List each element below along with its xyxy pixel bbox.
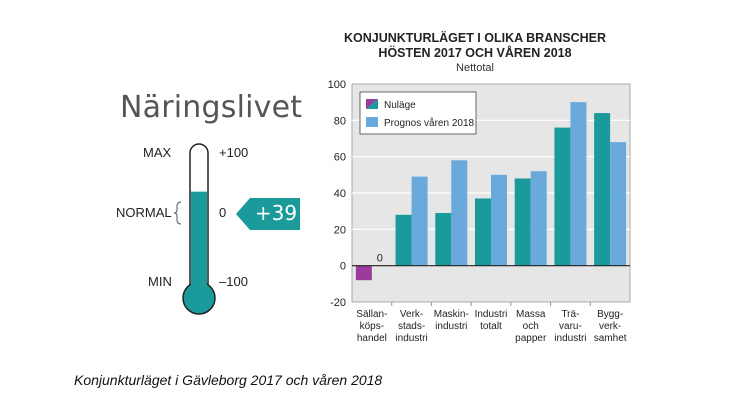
min-label: MIN xyxy=(148,274,172,289)
y-tick-label: 40 xyxy=(334,188,346,200)
max-label: MAX xyxy=(143,145,172,160)
legend-label-nulage: Nuläge xyxy=(384,100,416,111)
normal-label: NORMAL xyxy=(116,205,172,220)
category-label: stads- xyxy=(398,321,425,332)
bar-chart: 100 80 60 40 20 0 -20 0 Sällan-köps-handel Verk-s… xyxy=(328,79,631,344)
bar-prognos xyxy=(530,171,547,266)
thermometer-fill xyxy=(191,191,207,300)
thermometer-bulb xyxy=(182,281,216,315)
bar-prognos xyxy=(491,174,507,266)
current-value-badge: +39 xyxy=(236,198,300,230)
thermometer-graphic xyxy=(173,143,216,315)
bar-nulage xyxy=(594,113,611,266)
min-value: –100 xyxy=(219,274,248,289)
max-value: +100 xyxy=(219,145,249,160)
category-label: totalt xyxy=(480,321,502,332)
category-label: Verk- xyxy=(400,309,423,320)
bar-nulage xyxy=(435,212,452,266)
bar-prognos xyxy=(610,142,627,266)
figure-caption: Konjunkturläget i Gävleborg 2017 och vår… xyxy=(74,372,383,388)
bar-nulage xyxy=(514,178,531,266)
gauge-heading: Näringslivet xyxy=(120,90,303,125)
zero-data-label: 0 xyxy=(377,253,383,265)
category-label: verk- xyxy=(599,321,621,332)
gauge-panel: Näringslivet MAX NORMAL MIN +100 0 –100 … xyxy=(0,0,320,360)
y-tick-label: 80 xyxy=(334,115,346,127)
current-value: +39 xyxy=(254,201,298,225)
bar-nulage xyxy=(395,214,412,266)
category-label: samhet xyxy=(594,333,627,344)
y-tick-label: 20 xyxy=(334,224,346,236)
chart-subtitle: Nettotal xyxy=(456,62,494,74)
legend-label-prognos: Prognos våren 2018 xyxy=(384,117,475,129)
category-label: Trä- xyxy=(561,309,579,320)
category-label: Maskin- xyxy=(434,309,469,320)
bar-nulage xyxy=(475,198,491,266)
category-label: Industri xyxy=(475,309,508,320)
y-tick-label: 60 xyxy=(334,152,346,164)
legend-swatch-nulage xyxy=(366,99,378,109)
category-label: varu- xyxy=(559,321,582,332)
thermometer-tube xyxy=(189,143,209,297)
category-label: köps- xyxy=(360,321,384,332)
bar-prognos xyxy=(451,160,468,266)
legend-box xyxy=(359,91,477,135)
category-label: Bygg- xyxy=(597,309,623,320)
y-tick-label: 0 xyxy=(340,261,346,273)
bar-prognos xyxy=(570,102,587,266)
category-label: industri xyxy=(395,333,427,344)
y-tick-label: -20 xyxy=(330,297,346,309)
category-label: Sällan- xyxy=(356,309,387,320)
bar-nulage xyxy=(355,265,372,281)
y-tick-label: 100 xyxy=(328,79,346,91)
category-label: Massa xyxy=(516,309,546,320)
category-label: handel xyxy=(357,333,387,344)
chart-title-line1: KONJUNKTURLÄGET I OLIKA BRANSCHER xyxy=(343,31,607,45)
legend-swatch-prognos xyxy=(366,117,378,127)
bar-nulage xyxy=(554,127,571,266)
chart-title-line2: HÖSTEN 2017 OCH VÅREN 2018 xyxy=(378,46,572,60)
normal-value: 0 xyxy=(219,205,227,220)
category-label: industri xyxy=(554,333,586,344)
category-label: industri xyxy=(435,321,467,332)
bar-prognos xyxy=(411,176,428,266)
category-label: och xyxy=(523,321,539,332)
category-label: papper xyxy=(515,333,547,344)
normal-brace-icon xyxy=(173,201,182,225)
